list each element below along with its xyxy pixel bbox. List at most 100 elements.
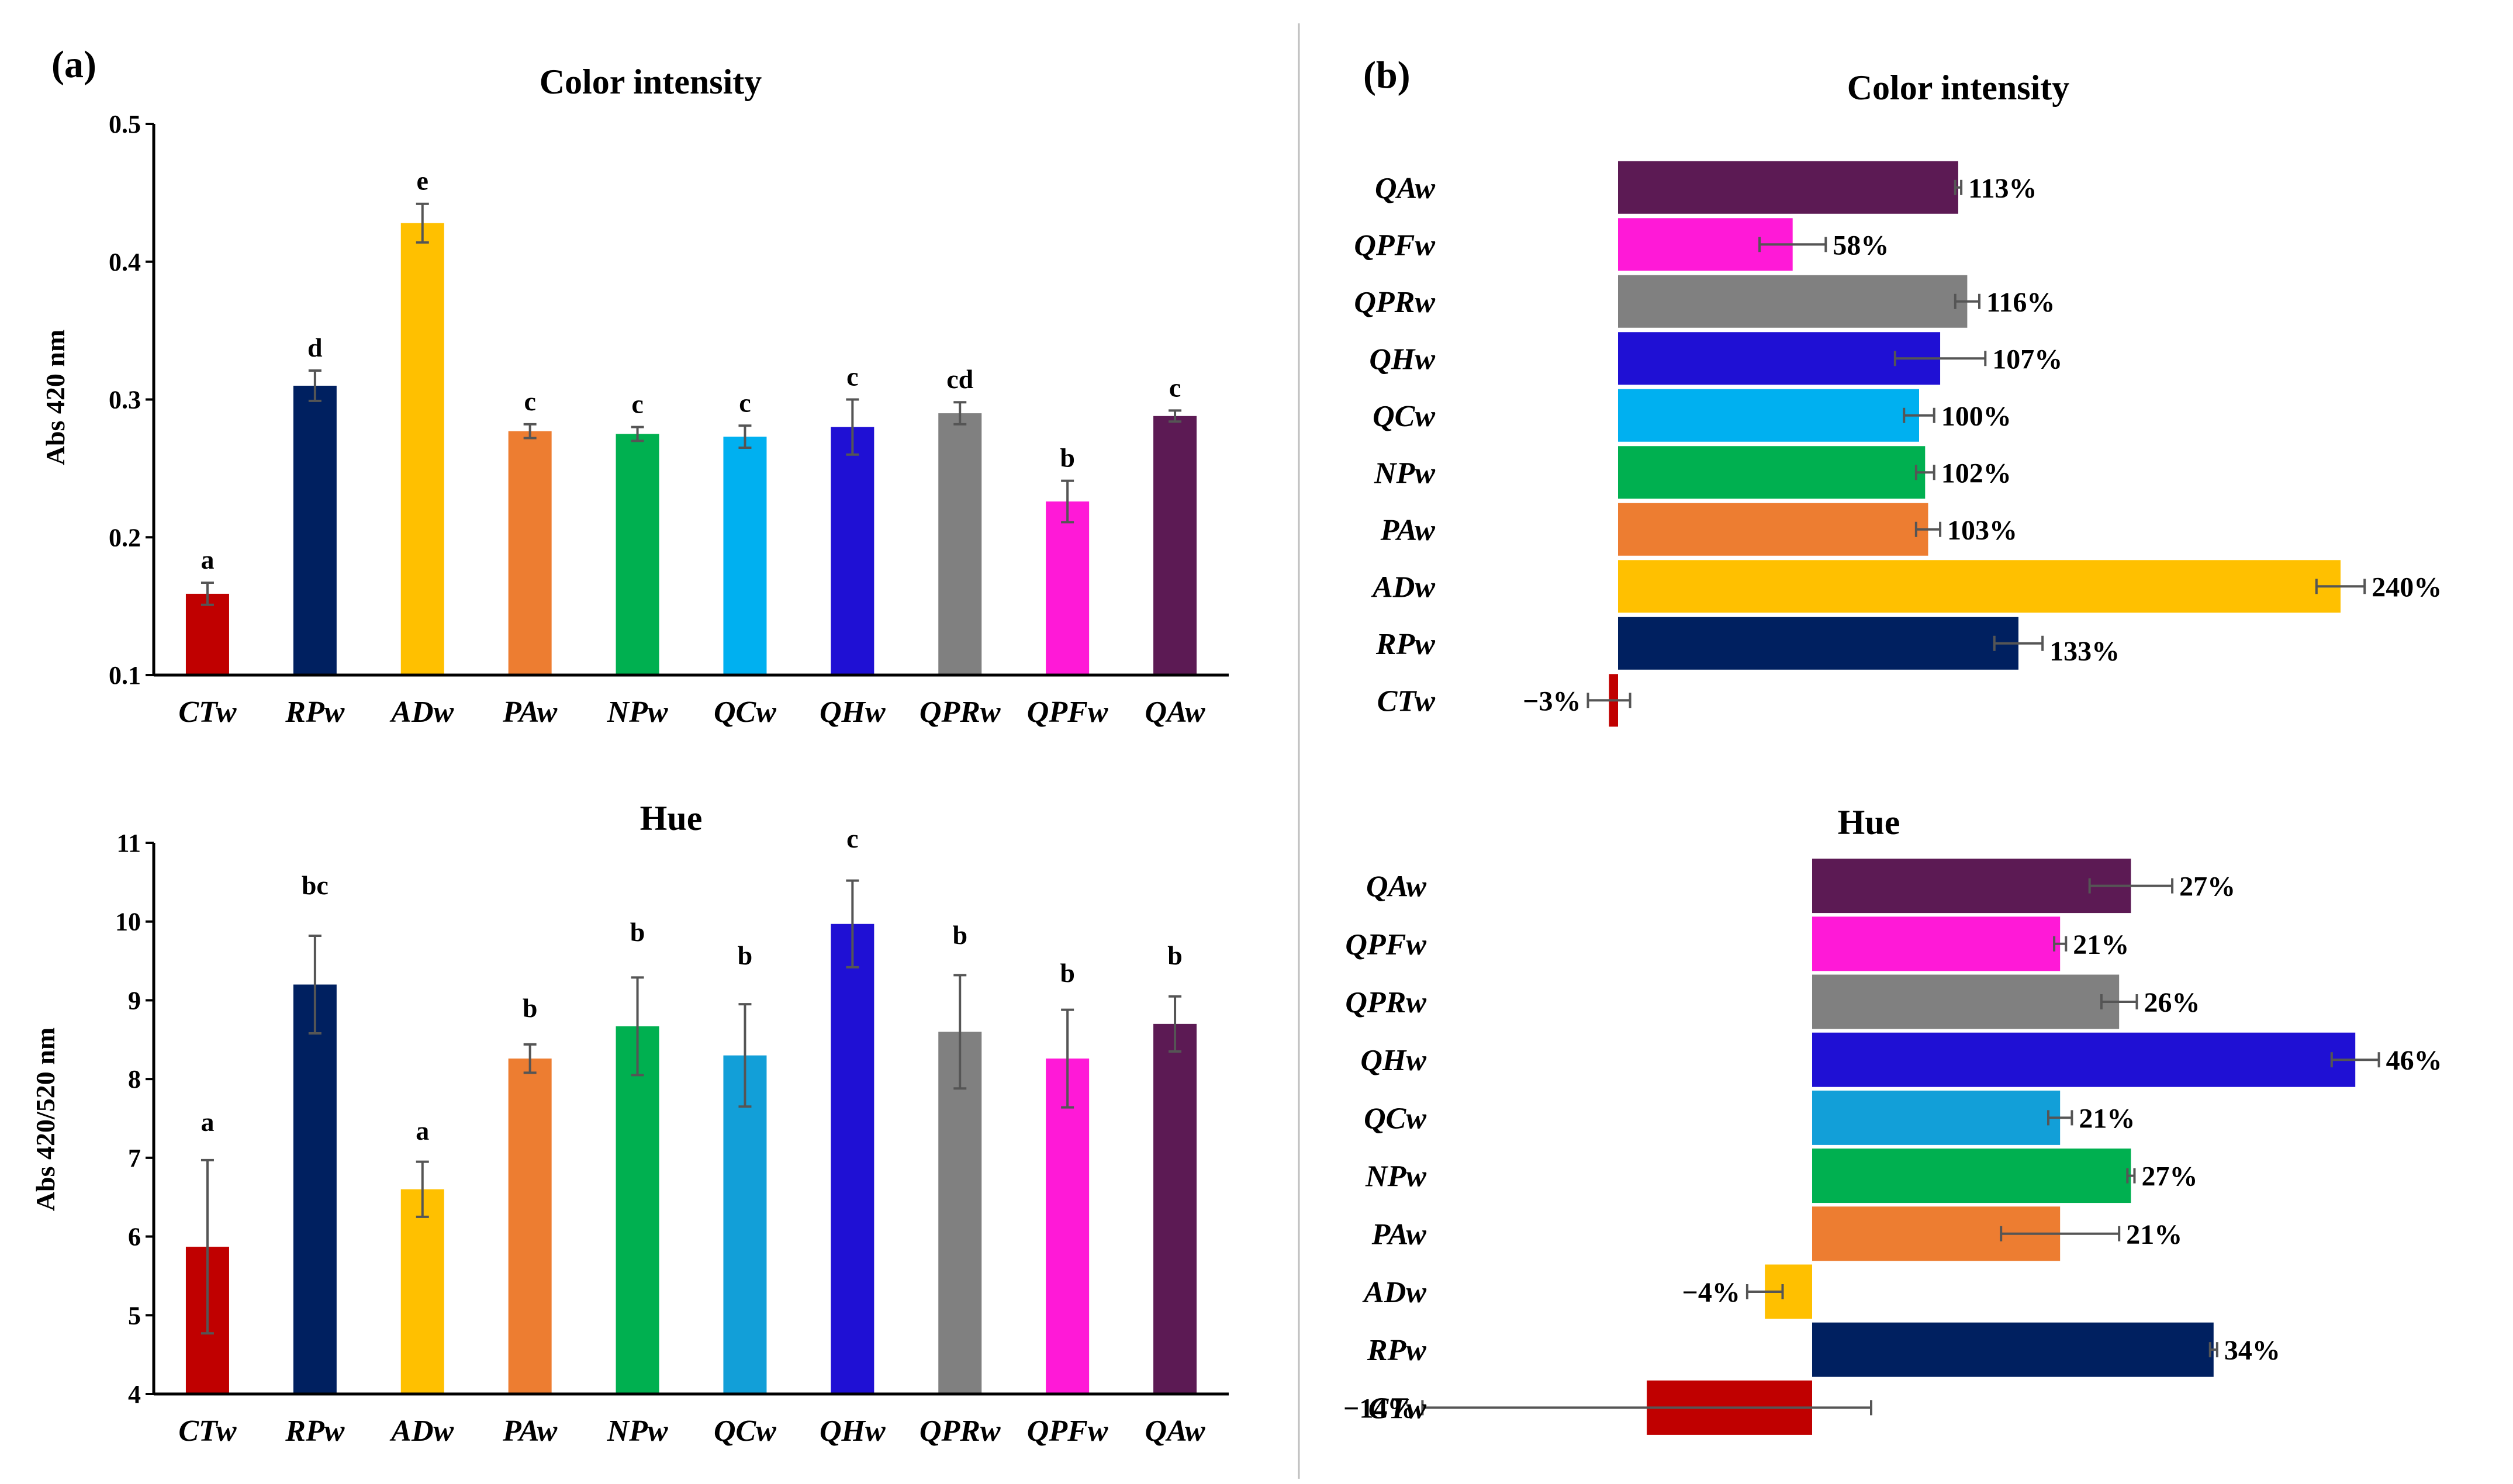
bar: [938, 1032, 982, 1394]
x-category-label: ADw: [389, 1414, 454, 1448]
bar: [1812, 1149, 2131, 1203]
bar: [1812, 916, 2061, 971]
panel-label-b: (b): [1363, 54, 1411, 96]
data-label: −14%: [1343, 1393, 1415, 1424]
y-category-label: QHw: [1369, 343, 1435, 376]
significance-letter: b: [1060, 958, 1075, 988]
y-category-label: RPw: [1375, 628, 1435, 661]
x-category-label: QPRw: [920, 1414, 1001, 1448]
significance-letter: a: [416, 1116, 429, 1146]
bar: [1618, 446, 1926, 499]
bar: [1618, 389, 1919, 442]
x-category-label: QCw: [714, 1414, 776, 1448]
data-label: 102%: [1941, 458, 2011, 489]
y-category-label: QPRw: [1345, 986, 1426, 1019]
y-category-label: QPRw: [1354, 286, 1435, 319]
data-label: 113%: [1968, 173, 2037, 204]
y-tick-label: 4: [128, 1380, 141, 1409]
y-category-label: CTw: [1368, 1392, 1427, 1425]
x-category-label: QAw: [1145, 1414, 1205, 1448]
x-category-label: CTw: [178, 696, 237, 729]
x-category-label: RPw: [285, 696, 344, 729]
significance-letter: bc: [302, 870, 329, 900]
chart-a-color-intensity: Color intensity Abs 420 nm 0.1 0.2 0.3 0.4 0…: [40, 63, 1229, 729]
y-tick-label: 0.4: [109, 248, 141, 276]
y-category-label: QPFw: [1345, 928, 1426, 961]
significance-letter: c: [524, 386, 535, 416]
y-category-label: QHw: [1360, 1044, 1426, 1077]
bar: [1812, 1322, 2214, 1377]
y-category-label: QCw: [1373, 400, 1435, 433]
y-category-label: PAw: [1380, 514, 1436, 547]
bar: [508, 1058, 552, 1394]
y-category-label: QAw: [1366, 870, 1426, 904]
data-label: 240%: [2372, 572, 2442, 603]
significance-letter: c: [739, 388, 751, 417]
chart-title: Color intensity: [1847, 68, 2070, 107]
x-category-label: NPw: [607, 1414, 668, 1448]
chart-b-hue: Hue 27%21%26%46%21%27%21%−4%34%−14% QAwQ…: [1343, 803, 2442, 1435]
y-category-label: QPFw: [1354, 229, 1435, 262]
significance-letter: c: [846, 824, 858, 853]
x-category-label: QAw: [1145, 696, 1205, 729]
bar: [293, 385, 337, 675]
significance-letter: b: [1167, 940, 1183, 970]
bar: [831, 923, 874, 1394]
significance-letter: c: [846, 362, 858, 392]
significance-letter: e: [417, 166, 428, 196]
significance-letter: b: [630, 917, 645, 947]
bar: [185, 593, 229, 675]
significance-letter: d: [307, 333, 323, 362]
y-tick-label: 6: [128, 1223, 141, 1251]
data-label: 21%: [2126, 1219, 2182, 1250]
y-category-label: NPw: [1365, 1160, 1426, 1194]
significance-letter: b: [1060, 443, 1075, 473]
y-tick-label: 10: [115, 908, 141, 936]
significance-letter: a: [201, 545, 214, 575]
bar: [616, 1026, 659, 1394]
bar: [831, 427, 874, 675]
data-label: 21%: [2079, 1103, 2135, 1134]
x-category-label: CTw: [178, 1414, 237, 1448]
x-category-label: NPw: [607, 696, 668, 729]
x-category-label: QHw: [820, 696, 886, 729]
y-category-label: QAw: [1375, 172, 1435, 205]
data-label: 46%: [2386, 1045, 2442, 1076]
y-tick-label: 9: [128, 986, 141, 1015]
y-category-label: CTw: [1377, 684, 1436, 718]
bar: [723, 1055, 767, 1394]
y-tick-label: 0.2: [109, 523, 141, 552]
y-tick-label: 0.5: [109, 110, 141, 139]
chart-title: Hue: [640, 799, 703, 838]
x-category-label: QHw: [820, 1414, 886, 1448]
bar: [1618, 617, 2018, 670]
bar: [1153, 1023, 1197, 1394]
data-label: 26%: [2144, 987, 2200, 1018]
x-category-label: RPw: [285, 1414, 344, 1448]
significance-letter: cd: [946, 364, 973, 394]
data-label: 116%: [1986, 287, 2055, 318]
x-category-label: PAw: [502, 696, 558, 729]
bar: [400, 1189, 444, 1394]
bar: [293, 984, 337, 1394]
data-label: 58%: [1833, 230, 1889, 261]
y-category-label: ADw: [1362, 1276, 1426, 1309]
bar: [1046, 1058, 1090, 1394]
y-tick-label: 7: [128, 1144, 141, 1172]
bar: [1618, 275, 1968, 328]
significance-letter: b: [523, 993, 538, 1023]
x-category-label: PAw: [502, 1414, 558, 1448]
y-category-label: ADw: [1371, 570, 1435, 604]
data-label: 107%: [1992, 344, 2062, 375]
data-label: 27%: [2179, 871, 2235, 902]
y-axis-title: Abs 420/520 nm: [30, 1028, 60, 1211]
bar: [1153, 416, 1197, 675]
data-label: 27%: [2141, 1161, 2197, 1192]
x-category-label: QPFw: [1027, 696, 1108, 729]
y-tick-label: 5: [128, 1301, 141, 1330]
data-label: −3%: [1523, 686, 1581, 717]
bar: [1812, 859, 2131, 914]
bar: [616, 434, 659, 675]
